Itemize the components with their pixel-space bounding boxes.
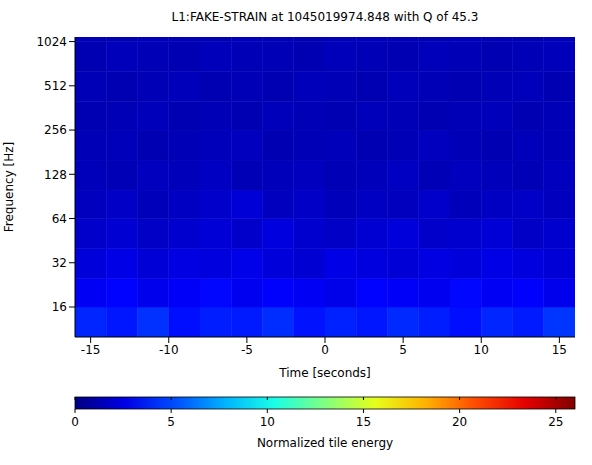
svg-text:-15: -15 — [81, 343, 101, 357]
svg-text:Normalized tile energy: Normalized tile energy — [257, 436, 393, 450]
svg-text:512: 512 — [44, 79, 67, 93]
svg-text:Time [seconds]: Time [seconds] — [278, 366, 371, 380]
svg-text:128: 128 — [44, 168, 67, 182]
svg-text:16: 16 — [52, 300, 67, 314]
html-text:L1:FAKE-STRAIN at 1045019974.8: L1:FAKE-STRAIN at 1045019974.848 with Q … — [171, 10, 479, 24]
svg-text:0: 0 — [71, 415, 79, 429]
svg-text:-10: -10 — [159, 343, 179, 357]
svg-text:15: 15 — [552, 343, 567, 357]
svg-text:1024: 1024 — [36, 35, 67, 49]
svg-text:5: 5 — [399, 343, 407, 357]
svg-text:10: 10 — [260, 415, 275, 429]
svg-text:256: 256 — [44, 123, 67, 137]
svg-text:15: 15 — [356, 415, 371, 429]
svg-text:64: 64 — [52, 212, 67, 226]
svg-text:25: 25 — [548, 415, 563, 429]
svg-text:32: 32 — [52, 256, 67, 270]
svg-text:Frequency [Hz]: Frequency [Hz] — [2, 142, 16, 233]
svg-text:-5: -5 — [241, 343, 253, 357]
svg-text:5: 5 — [167, 415, 175, 429]
svg-text:20: 20 — [452, 415, 467, 429]
svg-text:10: 10 — [474, 343, 489, 357]
svg-text:0: 0 — [321, 343, 329, 357]
